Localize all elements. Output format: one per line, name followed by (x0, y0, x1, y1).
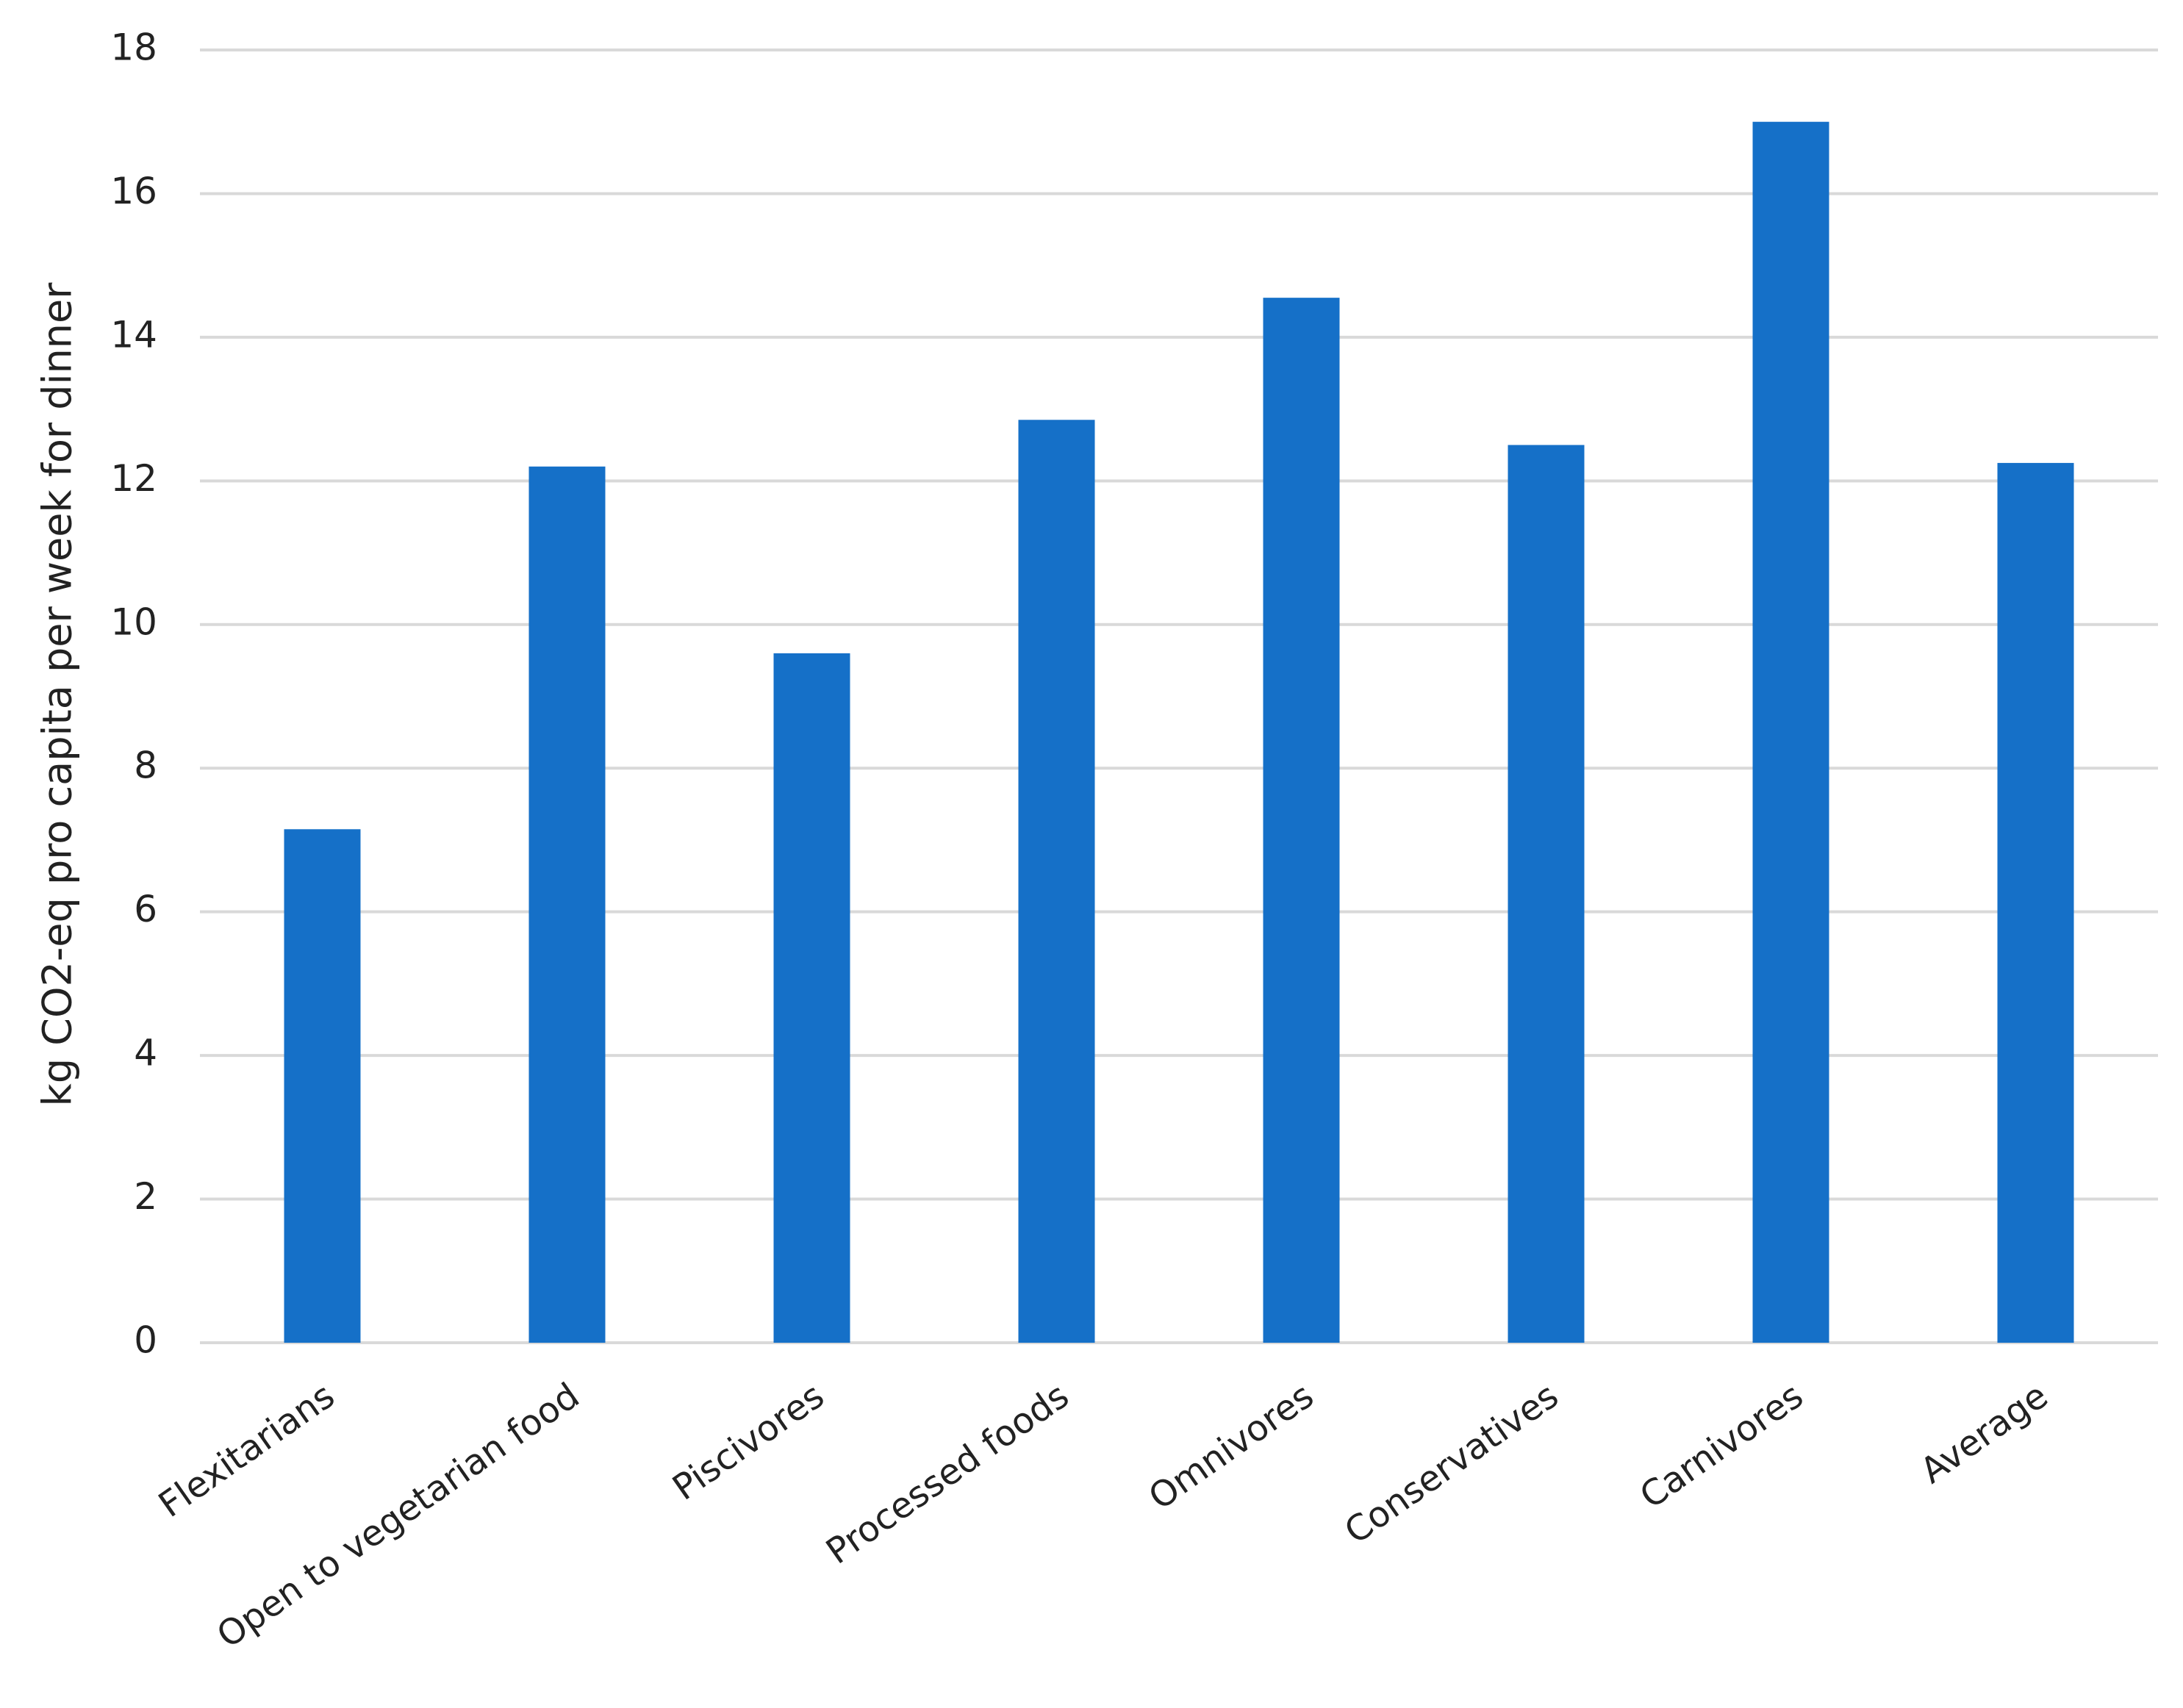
x-tick-label: Omnivores (1141, 1375, 1322, 1518)
y-tick-label: 6 (134, 888, 157, 930)
x-tick-label: Average (1913, 1375, 2056, 1492)
bar (1752, 121, 1829, 1343)
y-tick-label: 4 (134, 1032, 157, 1074)
bar (528, 466, 606, 1343)
y-tick-label: 14 (110, 313, 157, 356)
y-tick-label: 8 (134, 744, 157, 787)
bar (1508, 445, 1585, 1343)
bar (284, 829, 361, 1343)
bar (1018, 420, 1095, 1343)
y-tick-label: 10 (110, 600, 157, 643)
y-tick-label: 16 (110, 170, 157, 212)
y-tick-label: 18 (110, 26, 157, 69)
bar (1997, 462, 2074, 1343)
y-tick-label: 2 (134, 1175, 157, 1218)
x-tick-label: Piscivores (665, 1375, 831, 1509)
bar (773, 653, 850, 1343)
x-tick-label: Carnivores (1632, 1375, 1810, 1517)
x-tick-label: Flexitarians (151, 1375, 342, 1526)
x-tick-label: Conservatives (1337, 1375, 1566, 1552)
bar (1263, 298, 1340, 1343)
x-tick-label: Processed foods (819, 1375, 1076, 1573)
y-tick-label: 12 (110, 457, 157, 500)
y-tick-label: 0 (134, 1319, 157, 1362)
y-axis-title: kg CO2-eq pro capita per week for dinner (35, 282, 81, 1107)
